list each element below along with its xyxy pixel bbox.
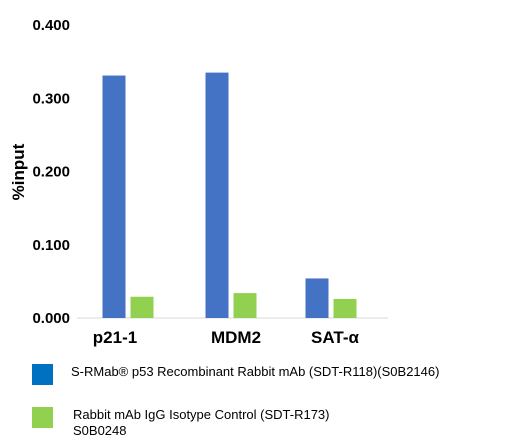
bar-series1-mdm2 xyxy=(233,293,257,318)
legend-item-p53: S-RMab® p53 Recombinant Rabbit mAb (SDT-… xyxy=(32,364,439,385)
category-label-2: SAT-α xyxy=(311,328,359,347)
y-tick-label-1: 0.100 xyxy=(32,237,70,254)
legend-label-p53: S-RMab® p53 Recombinant Rabbit mAb (SDT-… xyxy=(71,364,440,379)
y-tick-label-0: 0.000 xyxy=(32,310,70,327)
bar-series0-p211 xyxy=(102,75,126,318)
bar-series1-p211 xyxy=(130,296,154,318)
y-tick-label-3: 0.300 xyxy=(32,90,70,107)
y-axis-label: %input xyxy=(9,143,28,200)
category-label-1: MDM2 xyxy=(211,328,261,347)
bar-series1-sat xyxy=(333,298,357,318)
legend-item-igg: Rabbit mAb IgG Isotype Control (SDT-R173… xyxy=(32,407,330,439)
category-label-0: p21-1 xyxy=(93,328,137,347)
bar-series0-mdm2 xyxy=(205,72,229,318)
y-tick-label-4: 0.400 xyxy=(32,17,70,34)
legend-label-igg-line2: S0B0248 xyxy=(73,423,127,438)
y-tick-label-2: 0.200 xyxy=(32,164,70,181)
bar-series0-sat xyxy=(305,278,329,318)
legend-swatch-p53 xyxy=(32,364,53,385)
legend-label-igg-line1: Rabbit mAb IgG Isotype Control (SDT-R173… xyxy=(73,407,330,422)
legend-swatch-igg xyxy=(32,407,53,428)
